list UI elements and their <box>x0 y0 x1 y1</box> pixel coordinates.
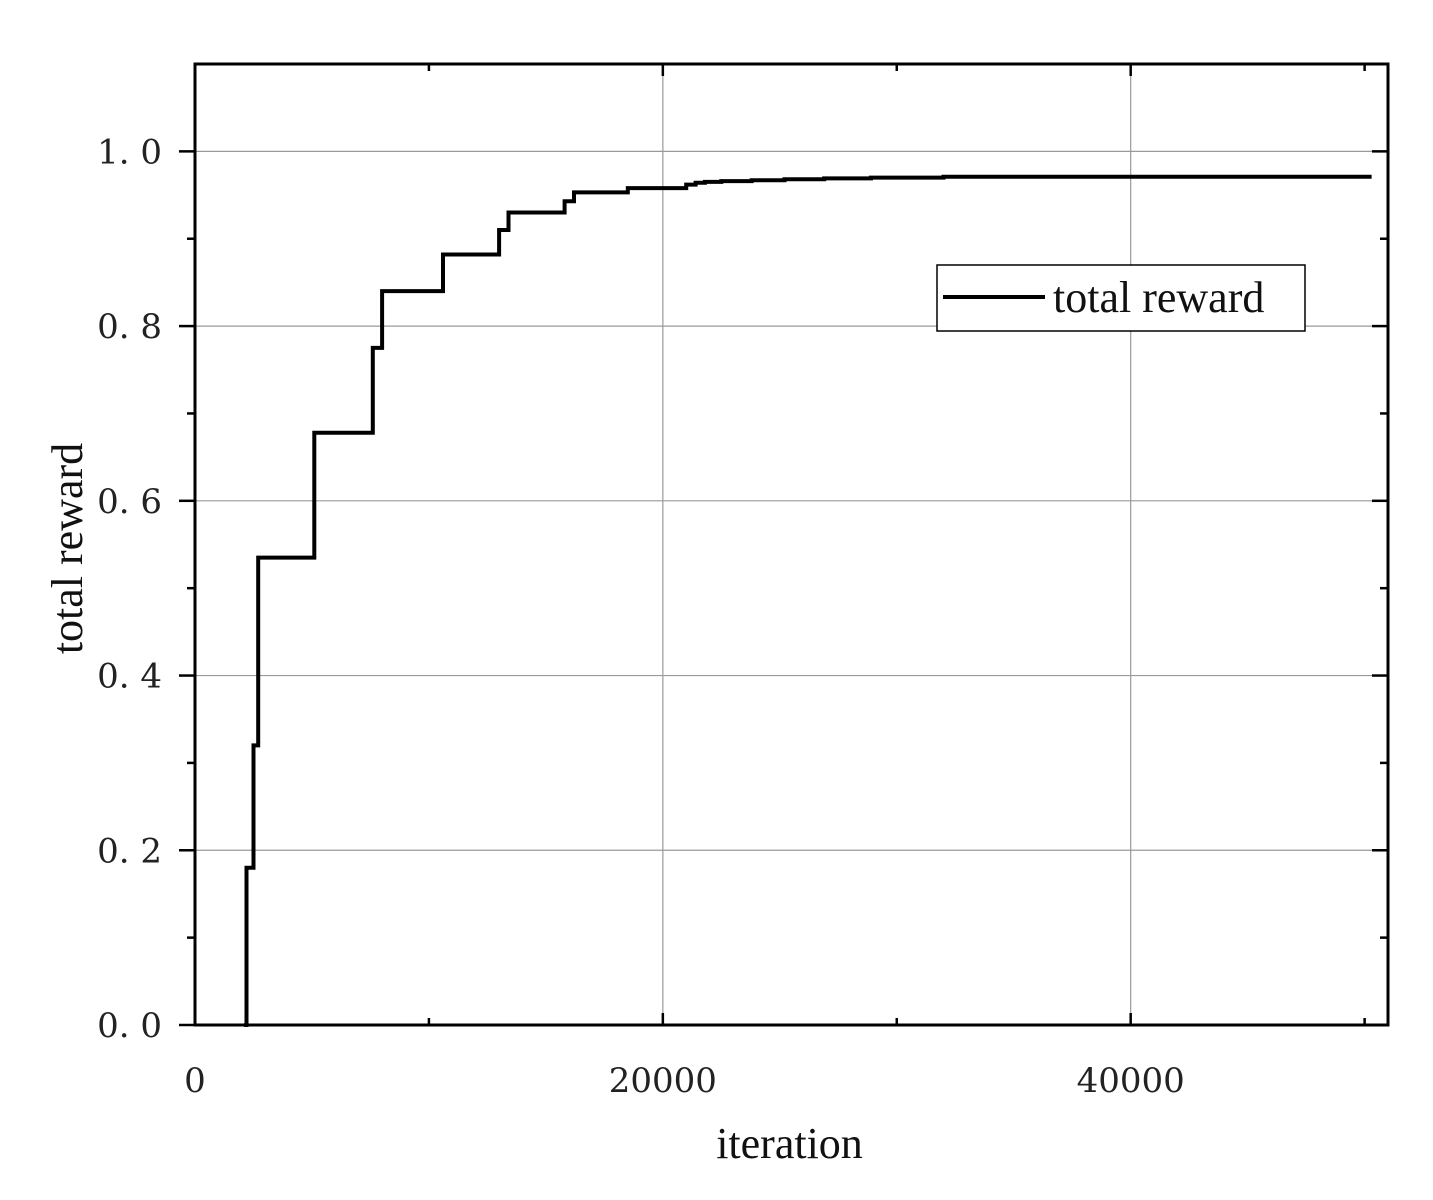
y-tick-label: 0. 8 <box>97 307 162 347</box>
y-tick-label: 0. 2 <box>97 831 162 871</box>
grid <box>195 64 1388 1025</box>
legend-label-total-reward: total reward <box>1053 273 1264 322</box>
y-tick-label: 0. 4 <box>97 657 162 697</box>
series <box>244 174 1372 1027</box>
plot-frame <box>193 62 1390 1027</box>
y-axis-title: total reward <box>43 443 92 654</box>
x-tick-label: 20000 <box>609 1061 717 1101</box>
axis-ticks <box>179 64 1388 1027</box>
x-tick-label: 0 <box>184 1061 206 1101</box>
tick-labels: 0 20000 40000 0. 0 0. 2 0. 4 0. 6 0. 8 1. 0 <box>97 132 1185 1101</box>
x-tick-label: 40000 <box>1077 1061 1185 1101</box>
series-line-0 <box>244 174 1372 1027</box>
x-axis-title: iteration <box>716 1119 863 1168</box>
y-tick-label: 1. 0 <box>97 132 162 172</box>
y-tick-label: 0. 6 <box>97 482 162 522</box>
y-tick-label: 0. 0 <box>97 1006 162 1046</box>
legend: total reward <box>936 264 1306 332</box>
